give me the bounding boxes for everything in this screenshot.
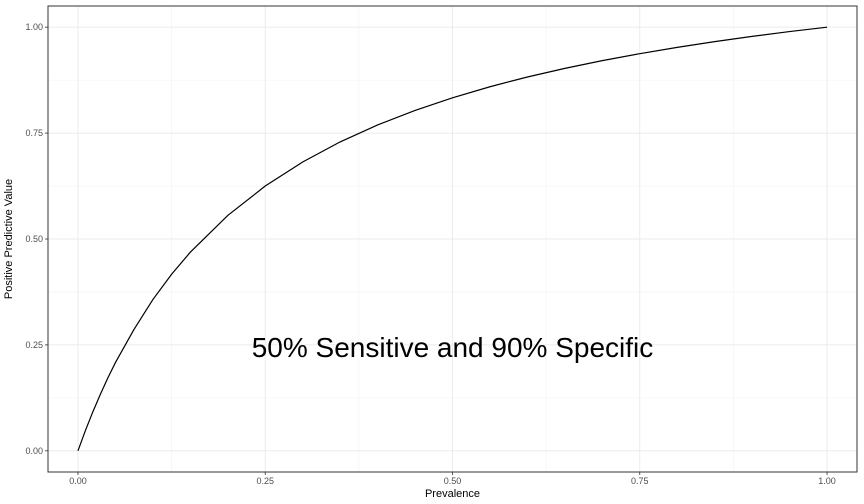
y-tick-label: 0.25 <box>25 340 43 350</box>
x-tick-label: 0.50 <box>444 476 462 486</box>
y-axis-title: Positive Predictive Value <box>3 179 15 299</box>
x-axis-title: Prevalence <box>425 488 480 500</box>
x-axis-ticks: 0.00 0.25 0.50 0.75 1.00 <box>69 472 836 486</box>
x-tick-label: 0.00 <box>69 476 87 486</box>
y-tick-label: 0.75 <box>25 128 43 138</box>
x-tick-label: 0.25 <box>256 476 274 486</box>
y-tick-label: 0.50 <box>25 234 43 244</box>
ppv-curve-line <box>77 26 828 452</box>
y-axis-ticks: 0.00 0.25 0.50 0.75 1.00 <box>25 22 48 456</box>
chart-annotation: 50% Sensitive and 90% Specific <box>252 332 654 363</box>
x-tick-label: 0.75 <box>631 476 649 486</box>
y-tick-label: 0.00 <box>25 446 43 456</box>
y-tick-label: 1.00 <box>25 22 43 32</box>
major-gridlines <box>48 6 857 472</box>
x-tick-label: 1.00 <box>818 476 836 486</box>
